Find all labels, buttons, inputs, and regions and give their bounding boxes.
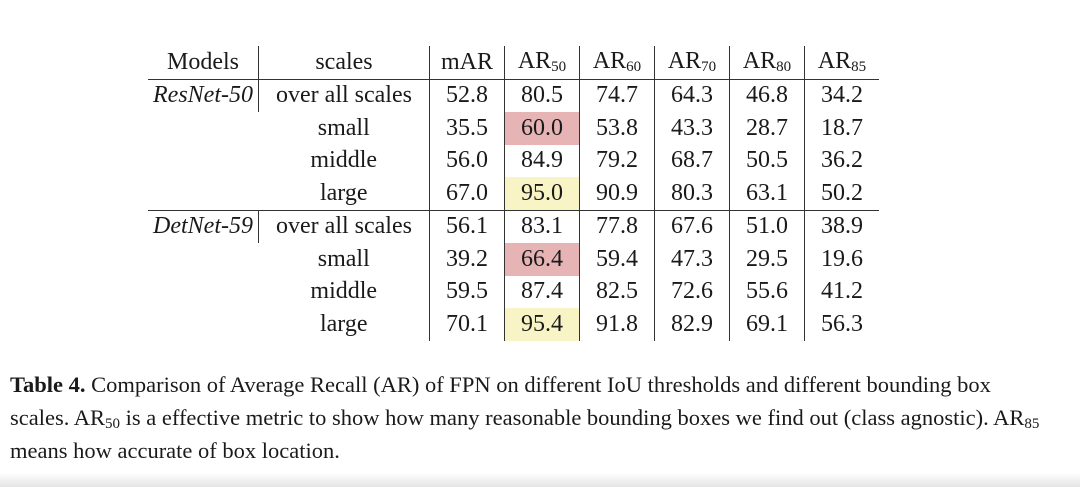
table-row: large 67.0 95.0 90.9 80.3 63.1 50.2 [148, 177, 879, 210]
header-cell: scales [257, 46, 430, 80]
value-cell: 64.3 [653, 79, 730, 112]
scale-name: middle [310, 278, 378, 305]
table-row: ResNet-50 over all scales 52.8 80.5 74.7 64.3… [148, 79, 879, 112]
value-cell: 39.2 [428, 243, 505, 276]
header-cell: AR85 [803, 46, 879, 80]
value-cell: 72.6 [653, 275, 730, 308]
scale-name: small [317, 114, 370, 141]
scale-name: middle [310, 147, 378, 174]
caption-subscript: 50 [105, 416, 120, 432]
model-name: ResNet-50 [153, 81, 253, 108]
value-cell: 83.1 [503, 209, 580, 243]
value-cell: 46.8 [728, 79, 805, 112]
header-base: AR [667, 48, 702, 75]
header-base: AR [817, 48, 852, 75]
value-cell: 34.2 [803, 79, 879, 112]
value-cell: 56.0 [428, 144, 505, 177]
header-sub: 60 [626, 59, 642, 76]
value-cell: 18.7 [803, 112, 879, 145]
value-cell: 95.0 [503, 177, 580, 210]
model-group: ResNet-50 over all scales 52.8 80.5 74.7 64.3… [148, 79, 879, 210]
value-cell: 38.9 [803, 209, 879, 243]
value-cell: 95.4 [503, 308, 580, 341]
value-cell: 77.8 [578, 209, 655, 243]
table-row: DetNet-59 over all scales 56.1 83.1 77.8 67.6… [148, 209, 879, 341]
value-cell: 60.0 [503, 112, 580, 145]
value-cell: 52.8 [428, 79, 505, 112]
header-cell: AR50 [503, 46, 580, 80]
header-sub: 80 [776, 59, 792, 76]
results-table: Models scales mAR AR50 AR60 AR70 AR80 AR85 ResN… [148, 46, 879, 341]
scale-name: over all scales [257, 79, 430, 112]
value-cell: 56.1 [428, 209, 505, 243]
table-row: middle 59.5 87.4 82.5 72.6 55.6 41.2 [148, 275, 879, 308]
table-row: small 39.2 66.4 59.4 47.3 29.5 19.6 [148, 243, 879, 276]
scale-name: small [317, 245, 370, 272]
value-cell: 67.0 [428, 177, 505, 210]
value-cell: 69.1 [728, 308, 805, 341]
header-cell: AR80 [728, 46, 805, 80]
value-cell: 59.4 [578, 243, 655, 276]
value-cell: 28.7 [728, 112, 805, 145]
header-cell: AR70 [653, 46, 730, 80]
header-cell: AR60 [578, 46, 655, 80]
value-cell: 63.1 [728, 177, 805, 210]
header-sub: 85 [851, 59, 867, 76]
value-cell: 50.2 [803, 177, 879, 210]
table-row: large 70.1 95.4 91.8 82.9 69.1 56.3 [148, 308, 879, 341]
caption-text: means how accurate of box location. [10, 438, 340, 463]
value-cell: 74.7 [578, 79, 655, 112]
value-cell: 82.9 [653, 308, 730, 341]
caption-text: is a effective metric to show how many r… [120, 405, 1025, 430]
header-base: AR [517, 48, 552, 75]
value-cell: 79.2 [578, 144, 655, 177]
value-cell: 19.6 [803, 243, 879, 276]
value-cell: 36.2 [803, 144, 879, 177]
caption-subscript: 85 [1024, 416, 1040, 432]
table-row: middle 56.0 84.9 79.2 68.7 50.5 36.2 [148, 144, 879, 177]
table-row: small 35.5 60.0 53.8 43.3 28.7 18.7 [148, 112, 879, 145]
model-name: DetNet-59 [148, 209, 259, 341]
value-cell: 51.0 [728, 209, 805, 243]
value-cell: 68.7 [653, 144, 730, 177]
caption-text: Comparison of Average Recall (AR) of FPN… [10, 372, 991, 430]
scale-name: large [319, 179, 368, 206]
value-cell: 56.3 [803, 308, 879, 341]
bottom-shade [0, 473, 1080, 487]
value-cell: 59.5 [428, 275, 505, 308]
value-cell: 53.8 [578, 112, 655, 145]
value-cell: 90.9 [578, 177, 655, 210]
header-row: Models scales mAR AR50 AR60 AR70 AR80 AR85 [148, 46, 879, 80]
header-base: AR [742, 48, 777, 75]
value-cell: 80.5 [503, 79, 580, 112]
header-base: AR [592, 48, 627, 75]
value-cell: 29.5 [728, 243, 805, 276]
scale-name: over all scales [257, 209, 430, 243]
caption-label: Table 4. [10, 372, 86, 397]
value-cell: 41.2 [803, 275, 879, 308]
value-cell: 82.5 [578, 275, 655, 308]
header-sub: 50 [551, 59, 567, 76]
value-cell: 66.4 [503, 243, 580, 276]
header-cell: mAR [428, 46, 505, 80]
value-cell: 91.8 [578, 308, 655, 341]
value-cell: 80.3 [653, 177, 730, 210]
value-cell: 55.6 [728, 275, 805, 308]
header-cell: Models [148, 46, 259, 80]
value-cell: 50.5 [728, 144, 805, 177]
header-sub: 70 [701, 59, 717, 76]
model-group: DetNet-59 over all scales 56.1 83.1 77.8 67.6… [148, 209, 879, 341]
value-cell: 84.9 [503, 144, 580, 177]
value-cell: 67.6 [653, 209, 730, 243]
scale-name: large [319, 310, 368, 337]
value-cell: 47.3 [653, 243, 730, 276]
value-cell: 43.3 [653, 112, 730, 145]
value-cell: 87.4 [503, 275, 580, 308]
caption: Table 4. Comparison of Average Recall (A… [10, 368, 1050, 467]
value-cell: 35.5 [428, 112, 505, 145]
value-cell: 70.1 [428, 308, 505, 341]
